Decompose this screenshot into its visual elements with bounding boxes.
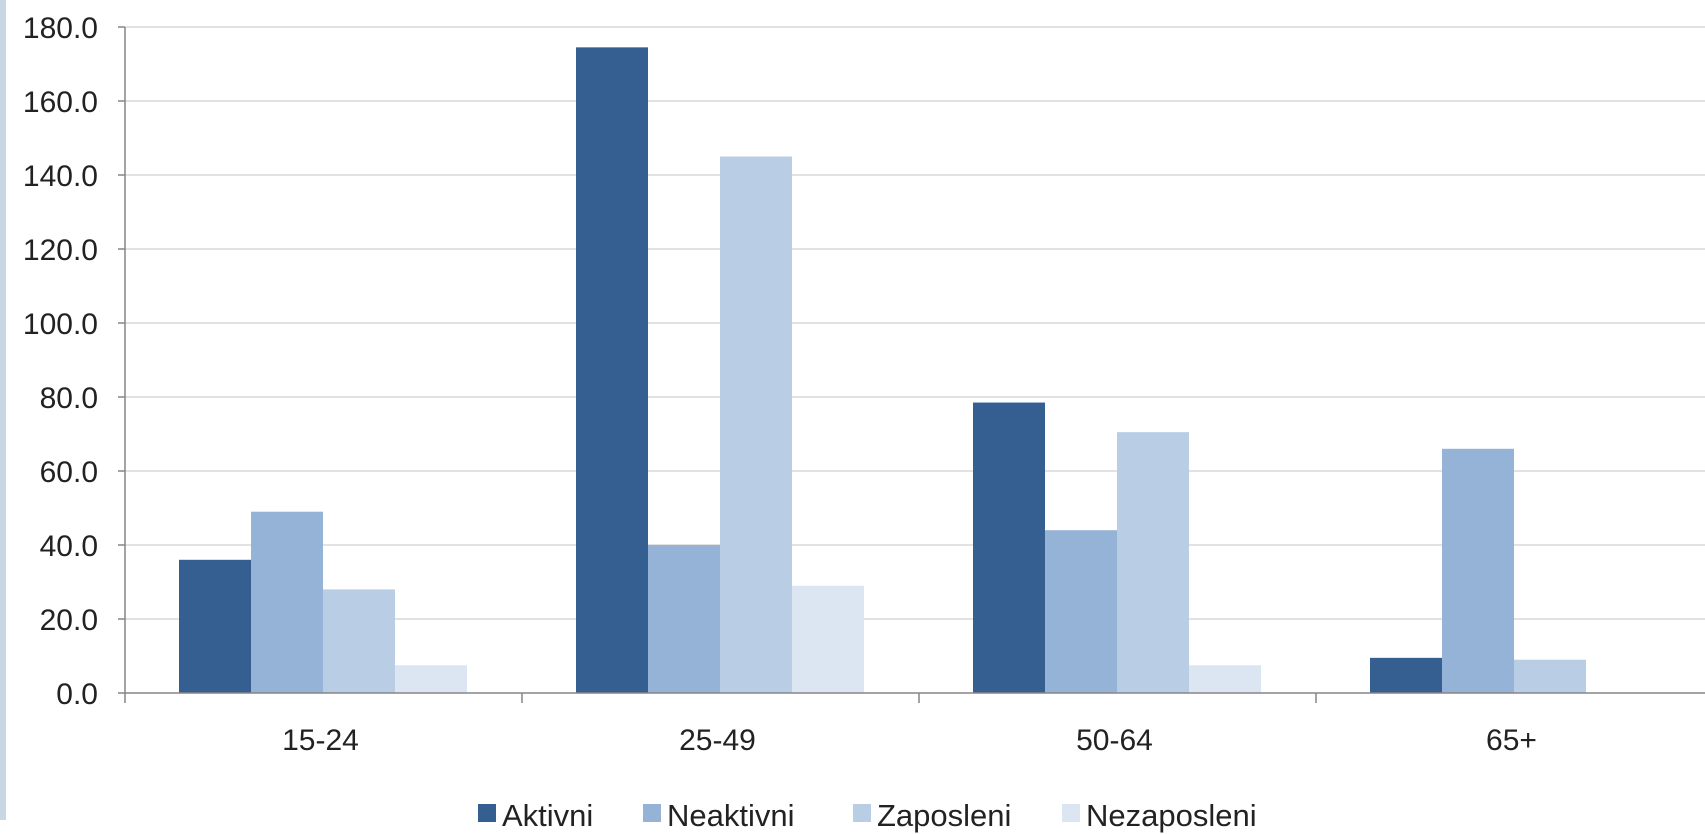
bar-zaposleni-25-49 xyxy=(720,156,792,693)
legend-label-zaposleni: Zaposleni xyxy=(877,798,1011,833)
legend-swatch-aktivni xyxy=(478,804,496,822)
left-edge-bar xyxy=(0,0,6,820)
bar-aktivni-15-24 xyxy=(179,559,251,693)
bar-nezaposleni-25-49 xyxy=(792,585,864,693)
x-category-label: 50-64 xyxy=(1076,724,1153,757)
x-category-label: 25-49 xyxy=(679,724,756,757)
y-tick-label: 160.0 xyxy=(23,86,98,119)
legend-label-nezaposleni: Nezaposleni xyxy=(1086,798,1257,833)
axes xyxy=(118,26,1705,703)
legend-swatch-nezaposleni xyxy=(1062,804,1080,822)
bar-aktivni-65+ xyxy=(1370,657,1442,693)
bar-nezaposleni-15-24 xyxy=(395,665,467,693)
bars xyxy=(179,47,1586,694)
bar-neaktivni-65+ xyxy=(1442,448,1514,693)
x-category-label: 15-24 xyxy=(282,724,359,757)
x-axis-category-labels: 15-24 25-49 50-64 65+ xyxy=(282,724,1537,757)
bar-aktivni-25-49 xyxy=(576,47,648,694)
y-axis-tick-labels: 0.0 20.0 40.0 60.0 80.0 100.0 120.0 140.0 160.0 1… xyxy=(23,12,98,711)
legend-label-aktivni: Aktivni xyxy=(502,798,593,833)
y-tick-label: 120.0 xyxy=(23,234,98,267)
y-tick-label: 140.0 xyxy=(23,160,98,193)
bar-neaktivni-25-49 xyxy=(648,545,720,693)
bar-neaktivni-50-64 xyxy=(1045,530,1117,693)
x-category-label: 65+ xyxy=(1486,724,1537,757)
y-tick-label: 100.0 xyxy=(23,308,98,341)
bar-zaposleni-15-24 xyxy=(323,589,395,693)
legend-label-neaktivni: Neaktivni xyxy=(667,798,795,833)
y-tick-label: 0.0 xyxy=(56,678,98,711)
legend: Aktivni Neaktivni Zaposleni Nezaposleni xyxy=(478,798,1257,833)
bar-zaposleni-65+ xyxy=(1514,659,1586,693)
gridlines xyxy=(125,26,1705,620)
y-tick-label: 60.0 xyxy=(40,456,98,489)
y-tick-label: 180.0 xyxy=(23,12,98,45)
legend-swatch-neaktivni xyxy=(643,804,661,822)
y-tick-label: 40.0 xyxy=(40,530,98,563)
bar-aktivni-50-64 xyxy=(973,402,1045,693)
bar-zaposleni-50-64 xyxy=(1117,432,1189,693)
legend-swatch-zaposleni xyxy=(853,804,871,822)
bar-neaktivni-15-24 xyxy=(251,511,323,693)
y-tick-label: 80.0 xyxy=(40,382,98,415)
bar-nezaposleni-50-64 xyxy=(1189,665,1261,693)
y-tick-label: 20.0 xyxy=(40,604,98,637)
